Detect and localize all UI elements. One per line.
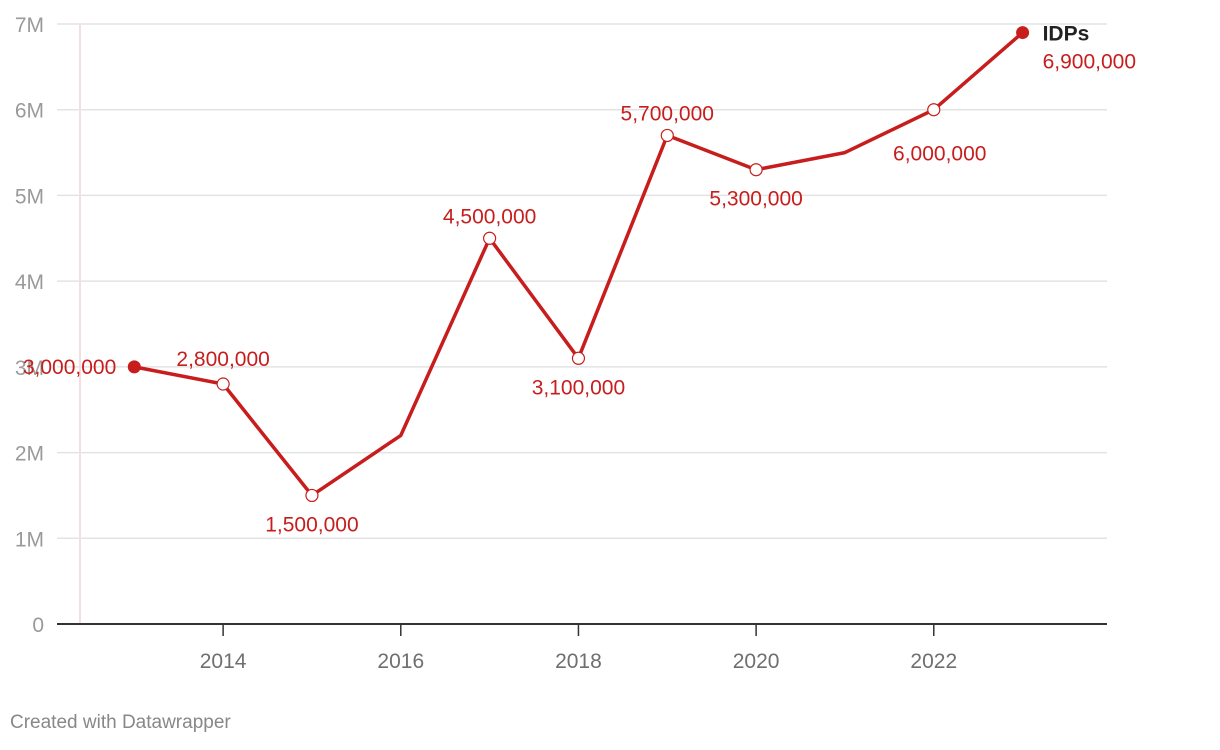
x-tick-label: 2016: [377, 650, 424, 673]
y-tick-label: 1M: [15, 528, 44, 551]
data-labels: 3,000,000 2,800,000 1,500,000 4,500,000 3,10…: [23, 51, 1136, 537]
y-tick-label: 6M: [15, 100, 44, 123]
data-label: 6,000,000: [893, 143, 986, 166]
x-tick-label: 2020: [733, 650, 780, 673]
y-tick-label: 5M: [15, 185, 44, 208]
x-tick-label: 2014: [200, 650, 247, 673]
data-points: [127, 26, 1030, 503]
data-label: 5,700,000: [621, 102, 714, 125]
grid-lines: [57, 23, 1107, 540]
data-label: 6,900,000: [1043, 51, 1136, 74]
data-point-marker: [305, 488, 319, 503]
data-label: 5,300,000: [709, 188, 802, 211]
data-point-endpoint: [1016, 26, 1030, 40]
data-point-marker: [660, 128, 674, 143]
x-axis-ticks: 2014 2016 2018 2020 2022: [200, 624, 957, 673]
y-tick-label: 7M: [15, 14, 44, 37]
data-point-marker: [749, 163, 763, 177]
y-tick-label: 2M: [15, 443, 44, 466]
credit-text: Created with Datawrapper: [10, 712, 231, 733]
data-label: 1,500,000: [265, 513, 358, 536]
line-chart: 0 1M 2M 3M 4M 5M 6M 7M 2014 2016 2018 2020 2022 3,0…: [15, 14, 1136, 673]
y-tick-label: 4M: [15, 271, 44, 294]
data-label: 2,800,000: [176, 348, 269, 371]
series-line-idps: [133, 31, 1024, 498]
data-point-marker: [927, 103, 941, 117]
data-point-marker: [483, 231, 497, 245]
data-point-marker: [571, 351, 586, 365]
data-label: 4,500,000: [443, 205, 536, 228]
x-tick-label: 2022: [910, 650, 957, 673]
y-axis-ticks: 0 1M 2M 3M 4M 5M 6M 7M: [15, 14, 44, 637]
x-tick-label: 2018: [555, 650, 602, 673]
y-tick-label: 0: [32, 614, 44, 637]
y-tick-label: 3M: [15, 357, 44, 380]
data-point-marker: [216, 377, 230, 391]
data-point-endpoint: [127, 360, 141, 374]
data-label: 3,000,000: [23, 356, 116, 379]
series-name-label: IDPs: [1043, 23, 1090, 46]
data-label: 3,100,000: [532, 376, 625, 399]
